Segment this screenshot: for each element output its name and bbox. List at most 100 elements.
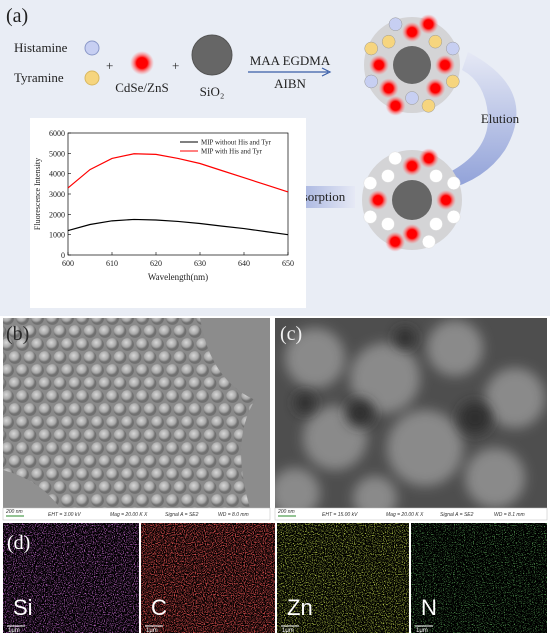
sem-eht: EHT = 15.00 kV (322, 512, 358, 518)
reagents-bottom: AIBN (274, 76, 306, 91)
quantum-dot (425, 78, 446, 99)
site (388, 17, 403, 31)
tyramine-label: Tyramine (14, 70, 64, 85)
site (405, 91, 419, 105)
line-series (67, 218, 289, 236)
site (364, 41, 378, 56)
scale-bar-label: 1μm (282, 628, 294, 634)
sem-substrate (200, 318, 270, 508)
scale-bar-label: 200 nm (277, 509, 295, 515)
y-tick-label: 4000 (49, 170, 65, 179)
scale-bar-label: 1μm (146, 628, 158, 634)
quantum-dot (385, 95, 406, 116)
plus: + (106, 58, 113, 73)
element-label: C (151, 595, 167, 620)
scale-bar-label: 1μm (8, 628, 20, 634)
x-tick-label: 630 (194, 259, 206, 268)
sem-mag: Mag = 20.00 K X (110, 512, 148, 518)
sem-info-bar (274, 507, 548, 521)
x-tick-label: 610 (106, 259, 118, 268)
legend-label: MIP without His and Tyr (201, 139, 272, 147)
y-tick-label: 2000 (49, 210, 65, 219)
quantum-dot (385, 231, 406, 252)
inset-chart-bg (30, 118, 306, 308)
inset-chart: 0 1000 2000 3000 4000 5000 6000 600 610 620 630 640… (33, 129, 294, 282)
panel-label: (d) (7, 532, 30, 554)
quantum-dot (436, 190, 456, 210)
elution-arrow (445, 52, 517, 190)
legend-label: MIP with His and Tyr (201, 148, 263, 156)
element-label: N (421, 595, 437, 620)
sem-wd: WD = 8.0 mm (218, 512, 249, 518)
eds-signal (277, 523, 409, 633)
site (381, 169, 395, 183)
site (428, 34, 443, 49)
quantum-dot (369, 55, 389, 75)
tyramine-icon (84, 70, 100, 86)
quantum-dot (418, 14, 439, 35)
quantum-dot (402, 22, 422, 42)
x-tick-label: 620 (150, 259, 162, 268)
x-tick-label: 600 (62, 259, 74, 268)
site (381, 217, 395, 231)
y-axis-label: Fluorescence Intensity (33, 158, 42, 230)
x-tick-label: 640 (238, 259, 250, 268)
quantum-dot-icon (130, 51, 154, 75)
sem-image-c: (c) (275, 318, 547, 508)
site (446, 41, 460, 56)
site (363, 210, 378, 224)
reagents-top: MAA EGDMA (250, 53, 331, 68)
quantum-dot (435, 55, 455, 75)
site (429, 217, 443, 231)
eds-signal (3, 523, 139, 633)
site (381, 34, 396, 49)
site (446, 74, 460, 89)
silica-label: SiO₂ (200, 84, 225, 99)
y-tick-label: 3000 (49, 190, 65, 199)
quantum-dot (418, 148, 439, 169)
scale-bar-label: 1μm (416, 628, 428, 634)
site (388, 151, 402, 166)
sem-signal: Signal A = SE2 (165, 512, 199, 518)
histamine-icon (84, 40, 100, 56)
y-tick-label: 1000 (49, 231, 65, 240)
y-tick-label: 0 (61, 251, 65, 260)
sem-info-bar (2, 507, 271, 521)
site (422, 234, 436, 249)
quantum-dot (402, 224, 422, 244)
x-axis-label: Wavelength(nm) (148, 272, 208, 282)
y-tick-label: 5000 (49, 149, 65, 158)
sem-mag: Mag = 20.00 K X (386, 512, 424, 518)
site (363, 176, 378, 190)
site (429, 169, 443, 183)
x-tick-label: 650 (282, 259, 294, 268)
panel-label: (c) (280, 323, 302, 345)
scale-bar-label: 200 nm (5, 509, 23, 515)
panel-label: (b) (6, 323, 29, 345)
line-series (67, 153, 289, 193)
histamine-label: Histamine (14, 40, 68, 55)
site (364, 74, 378, 89)
sem-eht: EHT = 3.00 kV (48, 512, 81, 518)
site (421, 99, 436, 113)
elution-label: Elution (481, 111, 520, 126)
reaction-arrow-head (321, 67, 332, 77)
sem-wd: WD = 8.1 mm (494, 512, 525, 518)
eds-signal (141, 523, 275, 633)
quantum-dot (368, 190, 388, 210)
eds-signal (411, 523, 547, 633)
quantum-dot (378, 78, 399, 99)
element-label: Si (13, 595, 33, 620)
y-tick-label: 6000 (49, 129, 65, 138)
site (446, 176, 461, 190)
imprinted-sites (364, 14, 460, 116)
element-label: Zn (287, 595, 313, 620)
site (446, 210, 461, 224)
panel-label: (a) (6, 5, 28, 27)
quantum-dot-label: CdSe/ZnS (115, 80, 168, 95)
silica-icon (191, 34, 233, 76)
quantum-dot (402, 156, 422, 176)
plus: + (172, 58, 179, 73)
sem-signal: Signal A = SE2 (440, 512, 474, 518)
